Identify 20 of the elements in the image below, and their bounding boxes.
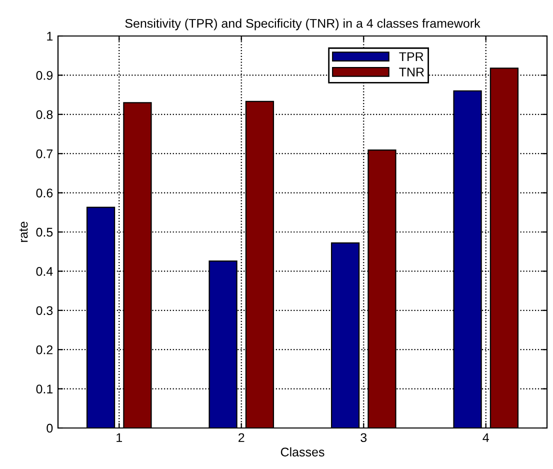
y-tick-label: 0.5 [36, 228, 53, 237]
x-axis-title: Classes [280, 447, 324, 456]
y-axis-title: rate [20, 222, 28, 242]
y-tick-label: 0.2 [36, 345, 53, 354]
x-tick-label: 1 [116, 433, 122, 442]
y-tick-label: 0.4 [36, 267, 53, 276]
y-tick-label: 0.1 [36, 384, 53, 394]
chart-title: Sensitivity (TPR) and Specificity (TNR) in a 4 classes framework [125, 18, 480, 30]
x-tick-label: 2 [238, 433, 244, 442]
y-tick-label: 0.6 [36, 188, 53, 198]
y-tick-label: 0.7 [36, 149, 53, 158]
x-tick-label: 4 [482, 433, 489, 442]
x-tick-label: 3 [360, 433, 367, 442]
y-tick-label: 0.8 [36, 110, 53, 120]
y-tick-label: 0.3 [36, 306, 53, 316]
y-tick-label: 0.9 [36, 71, 53, 80]
legend-label: TNR [399, 68, 424, 76]
y-tick-label: 0 [46, 424, 53, 433]
y-tick-label: 1 [47, 32, 53, 41]
legend-label: TPR [399, 52, 424, 61]
